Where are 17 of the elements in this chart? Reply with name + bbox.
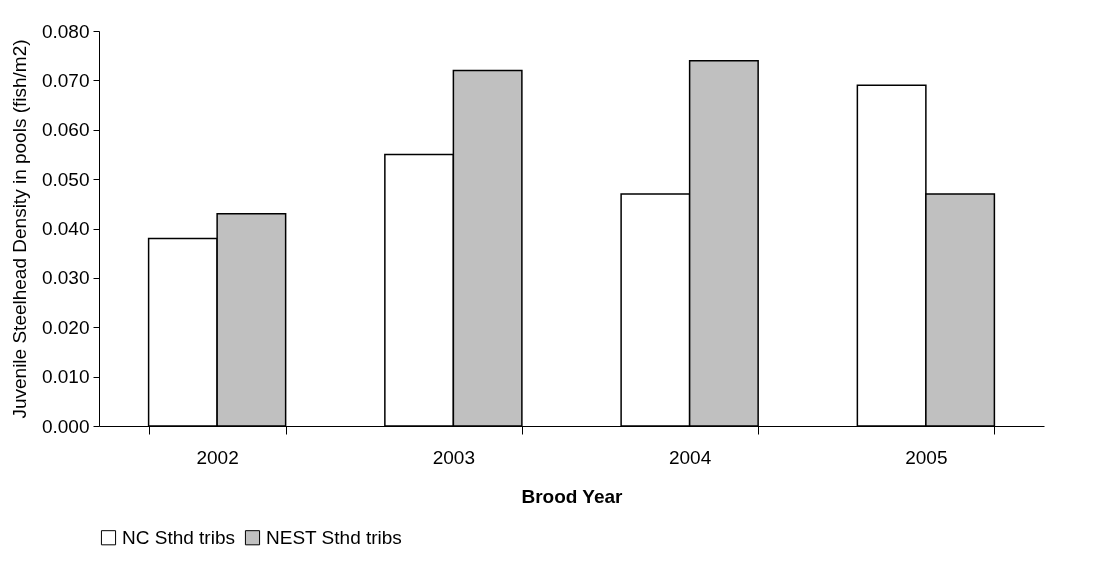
y-tick-label: 0.000 bbox=[41, 415, 90, 437]
y-tick-label: 0.080 bbox=[41, 20, 90, 42]
y-tick-label: 0.060 bbox=[41, 119, 90, 141]
x-tick-label: 2005 bbox=[905, 446, 948, 468]
legend-label: NEST Sthd tribs bbox=[266, 526, 402, 548]
y-axis-title: Juvenile Steelhead Density in pools (fish/m2) bbox=[8, 39, 30, 419]
y-tick-label: 0.020 bbox=[41, 316, 90, 338]
x-tick-label: 2003 bbox=[432, 446, 476, 468]
y-tick-label: 0.010 bbox=[41, 366, 90, 388]
y-tick-label: 0.050 bbox=[41, 168, 90, 190]
y-tick-label: 0.070 bbox=[41, 69, 90, 91]
legend-label: NC Sthd tribs bbox=[122, 526, 235, 548]
x-tick-label: 2004 bbox=[668, 446, 712, 468]
y-tick-label: 0.040 bbox=[41, 218, 90, 239]
y-tick-label: 0.030 bbox=[41, 267, 90, 289]
x-tick-label: 2002 bbox=[196, 446, 239, 468]
x-axis-title: Brood Year bbox=[521, 485, 624, 507]
